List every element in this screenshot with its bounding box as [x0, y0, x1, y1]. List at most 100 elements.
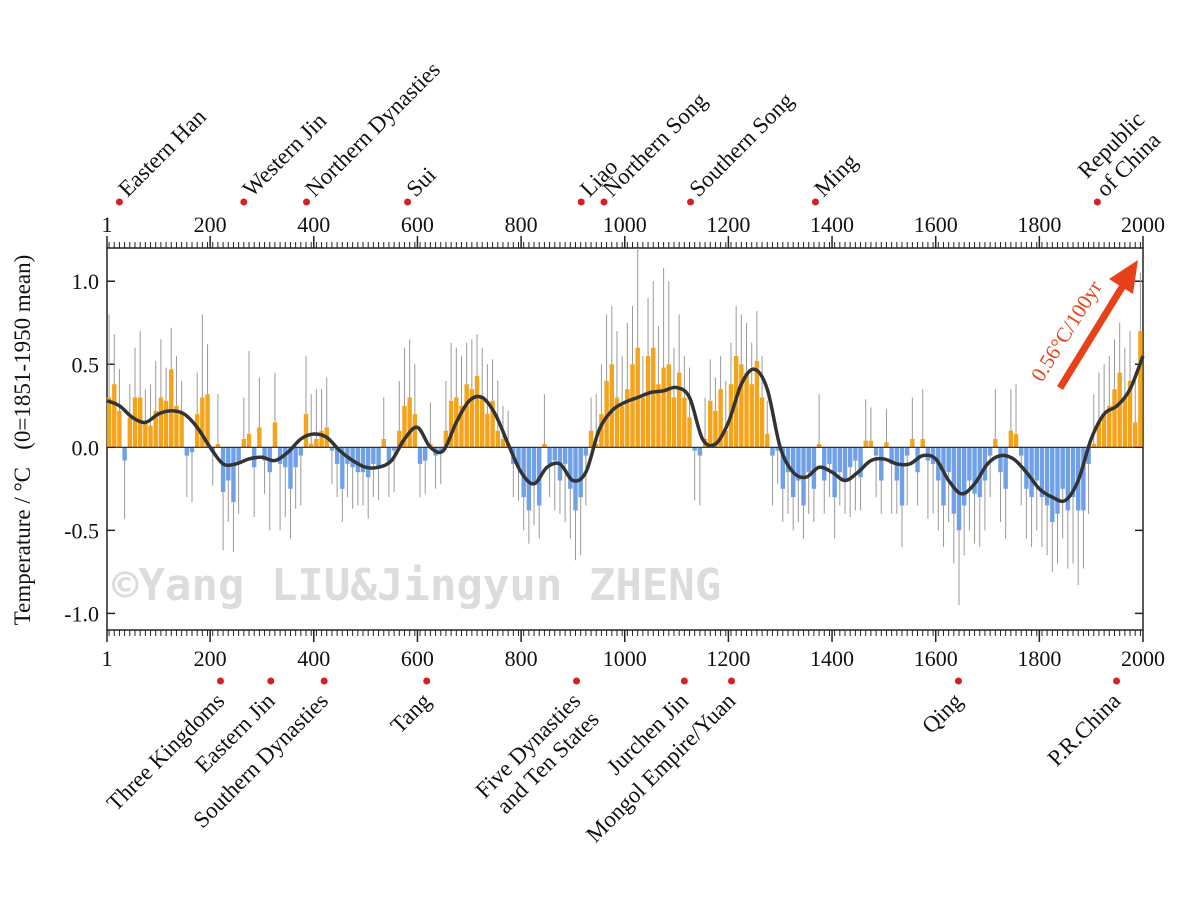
bar [951, 447, 957, 514]
bar [474, 375, 480, 448]
bar [303, 414, 309, 448]
bar [1070, 447, 1076, 498]
x-tick-label-bottom: 200 [194, 646, 227, 671]
period-label: Ming [809, 148, 862, 201]
bar [806, 447, 811, 473]
x-tick-label-top: 600 [401, 212, 434, 237]
period-marker [320, 677, 328, 685]
bar [106, 397, 112, 448]
bar [645, 355, 651, 448]
bar [1096, 422, 1102, 448]
bar [588, 430, 594, 448]
bar [785, 447, 791, 473]
bar [982, 447, 988, 481]
bar [257, 427, 262, 448]
bar [863, 440, 868, 448]
bar [371, 447, 376, 464]
bar [542, 443, 547, 448]
y-tick-label: -1.0 [64, 601, 99, 626]
bar [355, 447, 361, 473]
bar [215, 443, 221, 448]
bar [977, 447, 982, 498]
bar [143, 422, 148, 448]
bar [1107, 405, 1112, 448]
bar [1101, 414, 1107, 448]
x-tick-label-bottom: 1200 [706, 646, 750, 671]
bar [640, 397, 646, 448]
bar [630, 364, 635, 448]
bar [386, 447, 392, 464]
bar [272, 422, 278, 448]
bar [246, 434, 252, 448]
x-tick-label-top: 1 [102, 212, 113, 237]
watermark: ©Yang LIU&Jingyun ZHENG [112, 560, 721, 611]
y-tick-label: 0.0 [72, 435, 100, 460]
bar [754, 360, 760, 448]
bar [676, 372, 682, 448]
bar [744, 372, 749, 448]
period-marker [267, 677, 275, 685]
bar [329, 447, 335, 451]
bar [469, 389, 475, 448]
period-marker [303, 198, 311, 206]
bar [288, 447, 293, 489]
x-tick-label-bottom: 400 [297, 646, 330, 671]
bar [122, 447, 127, 461]
bar [697, 447, 703, 456]
x-tick-label-bottom: 1 [102, 646, 113, 671]
bar [417, 447, 423, 464]
period-label-line: Tang [386, 688, 436, 738]
bar [889, 447, 894, 464]
bar [578, 447, 583, 498]
bar [765, 434, 770, 448]
bar [1091, 443, 1096, 448]
x-tick-label-bottom: 1600 [914, 646, 958, 671]
bar [842, 447, 848, 481]
period-label-line: P.R.China [1043, 688, 1126, 771]
y-tick-label: -0.5 [64, 518, 99, 543]
period-marker [216, 677, 224, 685]
bar [1034, 447, 1039, 481]
bar [847, 447, 853, 468]
bar [708, 400, 713, 448]
period-marker [687, 198, 695, 206]
smooth-line [106, 355, 1145, 504]
bar [946, 447, 951, 473]
period-label: Eastern Han [113, 104, 211, 202]
period-marker [954, 677, 962, 685]
bar [1081, 447, 1086, 511]
bar [956, 447, 962, 531]
period-marker [404, 198, 412, 206]
bar [1055, 447, 1060, 514]
bar [200, 397, 205, 448]
bar [656, 384, 661, 448]
bar [1050, 447, 1055, 523]
bar [837, 447, 843, 473]
bar [1019, 447, 1024, 456]
bar [531, 447, 537, 484]
bar [262, 447, 267, 461]
bar [132, 397, 138, 448]
x-tick-label-bottom: 600 [401, 646, 434, 671]
bar [1065, 447, 1071, 511]
x-tick-label-bottom: 1800 [1017, 646, 1061, 671]
bar [381, 439, 386, 448]
bar [884, 442, 889, 448]
bar [1044, 447, 1050, 506]
bar [614, 397, 620, 448]
period-label: P.R.China [1043, 688, 1126, 771]
bar [739, 364, 744, 448]
period-label-line: Qing [917, 688, 968, 739]
bar [402, 405, 407, 448]
period-label-line: Sui [401, 162, 440, 201]
bar [1117, 372, 1122, 448]
bar [967, 447, 972, 481]
x-tick-label-top: 1200 [706, 212, 750, 237]
bar [153, 410, 158, 448]
bar [277, 447, 283, 464]
bar [163, 400, 169, 448]
bar [366, 447, 371, 478]
x-tick-label-bottom: 1400 [810, 646, 854, 671]
x-tick-label-bottom: 1000 [603, 646, 647, 671]
x-tick-label-top: 2000 [1121, 212, 1165, 237]
